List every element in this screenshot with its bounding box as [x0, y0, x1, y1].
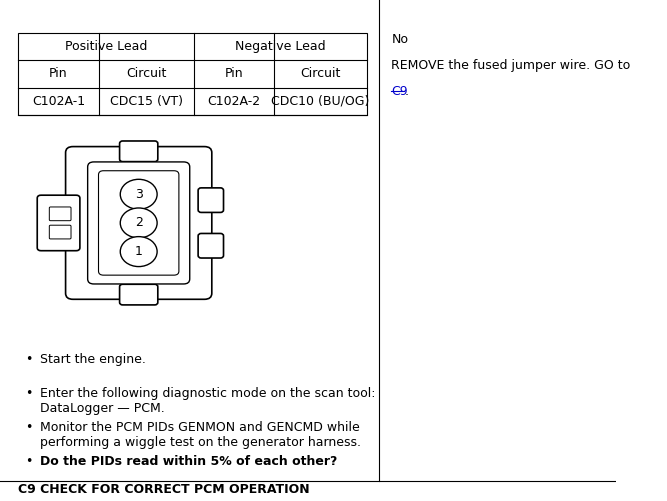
Circle shape: [120, 208, 157, 238]
Text: •: •: [25, 353, 32, 366]
Text: CDC15 (VT): CDC15 (VT): [110, 95, 183, 108]
Text: Negative Lead: Negative Lead: [235, 40, 325, 53]
Text: C9: C9: [392, 85, 408, 98]
Text: .: .: [405, 85, 409, 98]
Circle shape: [120, 236, 157, 267]
Text: Circuit: Circuit: [126, 68, 167, 80]
Text: CDC10 (BU/OG): CDC10 (BU/OG): [271, 95, 370, 108]
FancyBboxPatch shape: [87, 162, 189, 284]
FancyBboxPatch shape: [198, 188, 223, 212]
Text: •: •: [25, 455, 32, 468]
Text: C9 CHECK FOR CORRECT PCM OPERATION: C9 CHECK FOR CORRECT PCM OPERATION: [19, 483, 310, 496]
Circle shape: [120, 179, 157, 209]
FancyBboxPatch shape: [99, 171, 179, 275]
Text: •: •: [25, 387, 32, 400]
Text: REMOVE the fused jumper wire. GO to: REMOVE the fused jumper wire. GO to: [392, 59, 631, 72]
FancyBboxPatch shape: [65, 147, 212, 299]
Text: C102A-1: C102A-1: [32, 95, 85, 108]
Text: No: No: [392, 33, 408, 46]
Text: Circuit: Circuit: [300, 68, 341, 80]
FancyBboxPatch shape: [49, 225, 71, 239]
Text: Positive Lead: Positive Lead: [65, 40, 147, 53]
Text: Enter the following diagnostic mode on the scan tool:
DataLogger — PCM.: Enter the following diagnostic mode on t…: [40, 387, 376, 415]
FancyBboxPatch shape: [119, 284, 158, 305]
Text: C102A-2: C102A-2: [207, 95, 261, 108]
Text: 1: 1: [135, 245, 143, 258]
Text: Monitor the PCM PIDs GENMON and GENCMD while
performing a wiggle test on the gen: Monitor the PCM PIDs GENMON and GENCMD w…: [40, 421, 361, 449]
Text: Start the engine.: Start the engine.: [40, 353, 146, 366]
FancyBboxPatch shape: [49, 207, 71, 220]
FancyBboxPatch shape: [37, 195, 80, 250]
FancyBboxPatch shape: [119, 141, 158, 162]
Text: Pin: Pin: [225, 68, 243, 80]
Text: Pin: Pin: [49, 68, 68, 80]
Text: •: •: [25, 421, 32, 434]
Text: 3: 3: [135, 188, 143, 201]
FancyBboxPatch shape: [198, 233, 223, 258]
Bar: [19, 33, 367, 115]
Text: 2: 2: [135, 216, 143, 229]
Text: Do the PIDs read within 5% of each other?: Do the PIDs read within 5% of each other…: [40, 455, 338, 468]
